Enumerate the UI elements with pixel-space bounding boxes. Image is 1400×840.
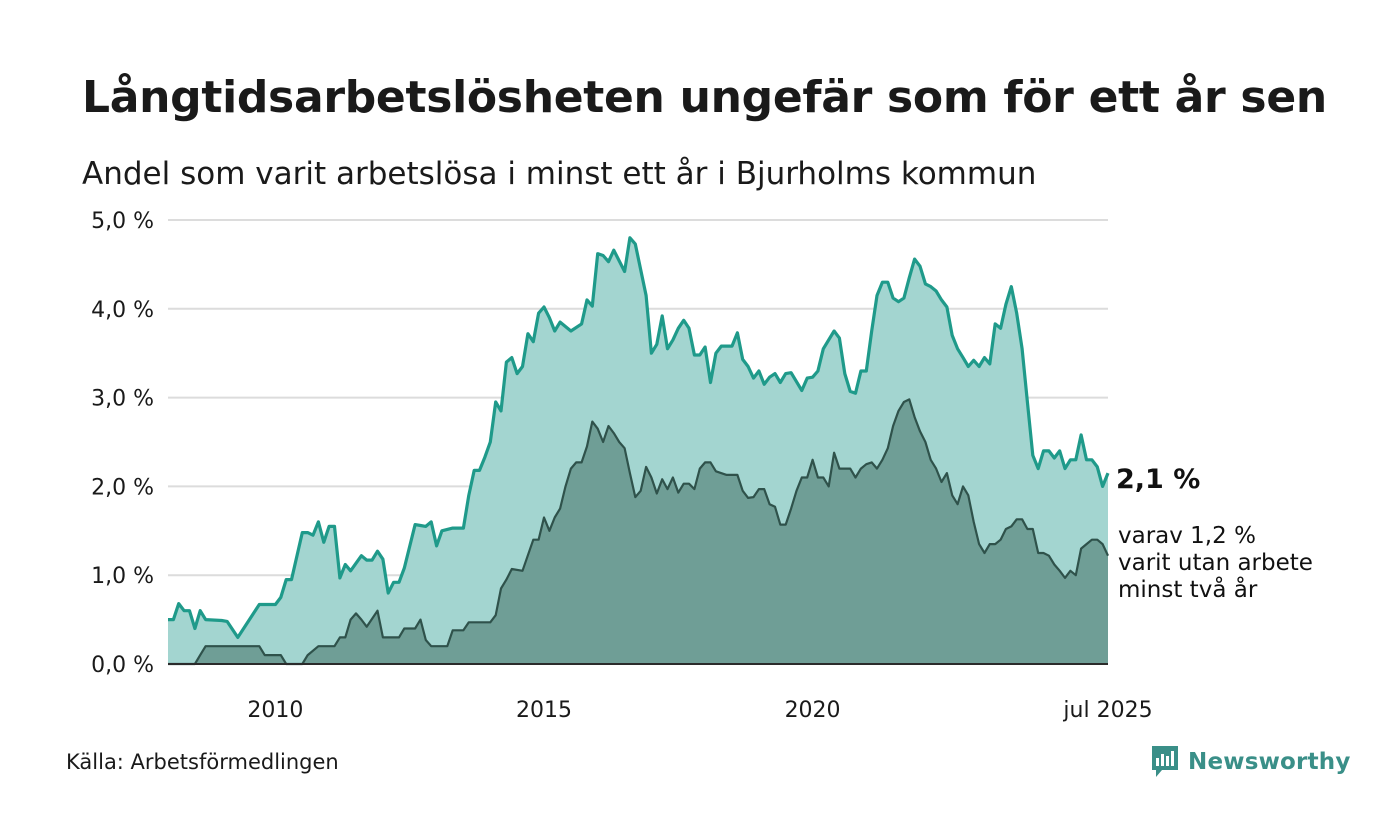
y-tick-label: 2,0 % — [91, 475, 154, 500]
brand-name: Newsworthy — [1188, 749, 1351, 775]
series-2-line — [168, 398, 1109, 666]
annotation-main-value: 2,1 % — [1116, 464, 1200, 495]
x-tick-label: 2020 — [785, 698, 841, 723]
annotation-sub-line-2: varit utan arbete — [1118, 550, 1313, 576]
end-labels: 2,1 % varav 1,2 % varit utan arbete mins… — [1116, 464, 1313, 603]
chart-title: Långtidsarbetslösheten ungefär som för e… — [82, 72, 1327, 123]
annotation-sub-line-3: minst två år — [1118, 575, 1258, 603]
x-tick-label: jul 2025 — [1062, 698, 1152, 723]
newsworthy-logo-icon — [1152, 746, 1178, 777]
annotation-sub-line-1: varav 1,2 % — [1118, 523, 1256, 549]
chart-subtitle: Andel som varit arbetslösa i minst ett å… — [82, 156, 1037, 192]
y-tick-label: 1,0 % — [91, 564, 154, 589]
y-tick-label: 4,0 % — [91, 298, 154, 323]
y-tick-label: 5,0 % — [91, 209, 154, 234]
source-note: Källa: Arbetsförmedlingen — [66, 750, 339, 774]
x-tick-label: 2010 — [247, 698, 303, 723]
series-areas — [168, 236, 1110, 666]
x-tick-label: 2015 — [516, 698, 572, 723]
y-tick-label: 3,0 % — [91, 387, 154, 412]
y-axis: 0,0 % 1,0 % 2,0 % 3,0 % 4,0 % 5,0 % — [91, 209, 154, 678]
brand-logo: Newsworthy — [1150, 744, 1351, 780]
x-axis: 2010 2015 2020 jul 2025 — [247, 698, 1152, 723]
y-tick-label: 0,0 % — [91, 653, 154, 678]
series-1-line — [168, 236, 1110, 639]
